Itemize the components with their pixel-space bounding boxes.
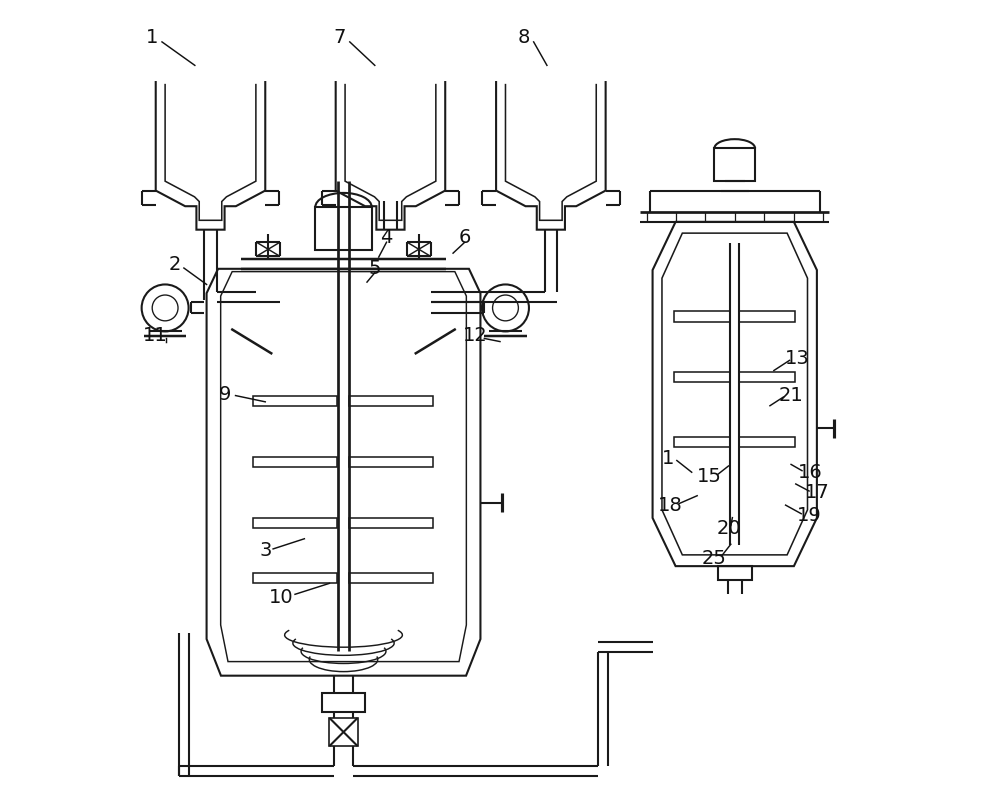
Bar xyxy=(739,437,795,448)
Bar xyxy=(718,566,752,580)
Text: 10: 10 xyxy=(269,588,293,607)
Bar xyxy=(674,311,730,322)
Text: 25: 25 xyxy=(702,548,727,568)
Bar xyxy=(349,396,433,407)
Bar xyxy=(253,518,337,529)
Bar xyxy=(253,457,337,467)
Text: 6: 6 xyxy=(459,228,471,247)
Text: 1: 1 xyxy=(662,448,674,467)
Text: 9: 9 xyxy=(218,385,231,403)
Bar xyxy=(739,372,795,382)
Text: 13: 13 xyxy=(785,349,810,368)
Text: 17: 17 xyxy=(805,483,829,502)
Text: 16: 16 xyxy=(797,463,822,481)
Text: 1: 1 xyxy=(146,28,158,47)
Text: 7: 7 xyxy=(333,28,346,47)
Bar xyxy=(329,718,358,746)
Bar xyxy=(674,437,730,448)
Text: 5: 5 xyxy=(369,259,381,278)
Text: 12: 12 xyxy=(463,325,487,345)
Text: 11: 11 xyxy=(143,325,168,345)
Text: 2: 2 xyxy=(169,255,181,274)
Text: 15: 15 xyxy=(696,466,721,485)
Text: 20: 20 xyxy=(716,519,741,538)
Bar xyxy=(349,573,433,583)
Bar xyxy=(349,518,433,529)
Text: 8: 8 xyxy=(517,28,530,47)
Bar xyxy=(253,396,337,407)
Text: 21: 21 xyxy=(779,386,803,405)
Bar xyxy=(739,311,795,322)
Bar xyxy=(674,372,730,382)
Text: 4: 4 xyxy=(380,228,393,247)
Bar xyxy=(714,148,755,181)
Bar xyxy=(349,457,433,467)
Text: 3: 3 xyxy=(259,541,271,560)
Bar xyxy=(315,207,372,250)
Bar xyxy=(322,693,365,712)
Bar xyxy=(253,573,337,583)
Text: 19: 19 xyxy=(797,506,821,525)
Text: 18: 18 xyxy=(657,496,682,515)
